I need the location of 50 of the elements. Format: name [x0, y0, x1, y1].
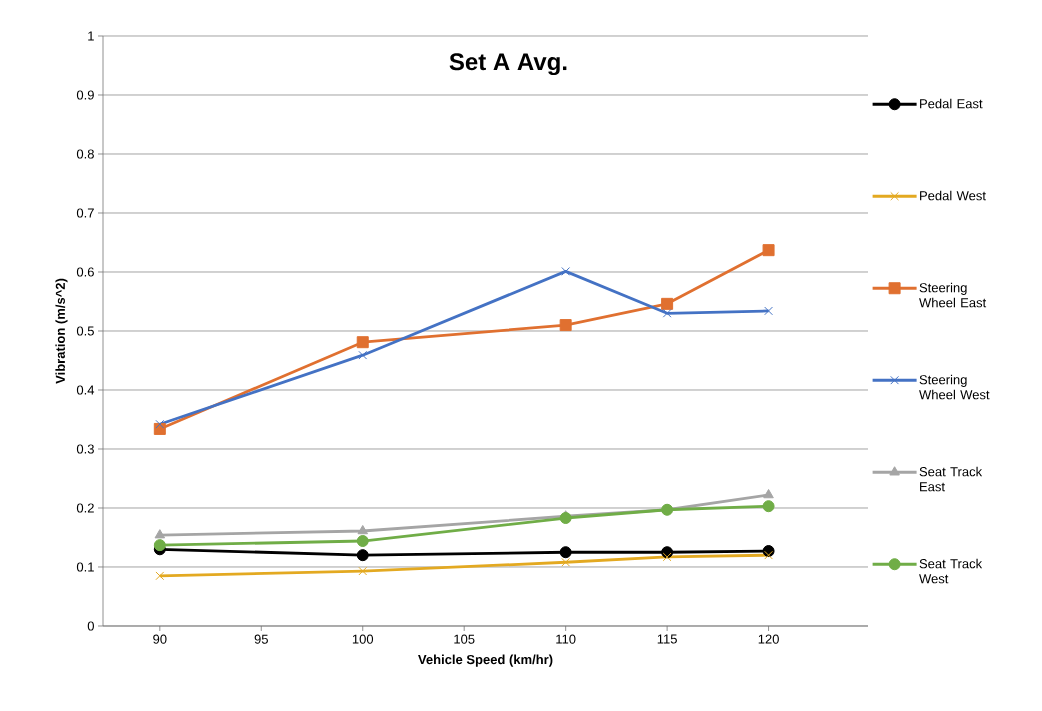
y-tick-label: 0.9 [76, 90, 94, 100]
legend-label: Pedal West [920, 190, 986, 201]
x-tick-label: 100 [352, 634, 374, 644]
y-tick-label: 0.1 [76, 562, 94, 572]
point [762, 500, 775, 513]
point [357, 525, 368, 535]
x-tick-label: 115 [657, 634, 677, 644]
point [662, 308, 672, 318]
x-tick-label: 120 [758, 634, 779, 644]
legend-label: Pedal East [920, 98, 983, 109]
x-tick-label: 90 [153, 634, 167, 644]
y-tick-label: 0.7 [76, 208, 94, 218]
y-axis-title: Vibration (m/s^2) [55, 278, 68, 384]
y-tick-label: 0.6 [76, 267, 94, 277]
point [154, 529, 166, 539]
point [155, 419, 165, 429]
point [155, 571, 165, 581]
point [153, 539, 166, 552]
point [764, 306, 773, 316]
point [356, 535, 369, 548]
point [662, 552, 672, 562]
x-axis-title: Vehicle Speed (km/hr) [418, 654, 553, 667]
point [764, 550, 773, 560]
y-tick-label: 1 [88, 31, 94, 41]
point [559, 546, 572, 559]
y-tick-label: 0.3 [76, 444, 94, 454]
point [356, 549, 369, 562]
x-tick-label: 110 [556, 634, 576, 644]
point [762, 244, 775, 257]
y-tick-label: 0 [87, 621, 94, 631]
legend-label: Steering Wheel West [919, 374, 990, 400]
text: Set A Avg. [449, 53, 567, 76]
point [559, 319, 572, 332]
point [763, 489, 774, 499]
legend-label: Seat Track East [919, 466, 983, 492]
point [559, 512, 572, 525]
y-tick-label: 0.4 [76, 385, 95, 395]
point [358, 350, 368, 360]
point [358, 566, 368, 576]
legend-label: Seat Track West [919, 558, 983, 584]
x-tick-label: 105 [454, 634, 475, 644]
x-tick-label: 95 [254, 634, 268, 644]
point [561, 557, 571, 567]
point [356, 336, 369, 349]
legend-label: Steering Wheel East [919, 282, 987, 308]
y-tick-label: 0.8 [76, 149, 94, 159]
y-tick-label: 0.5 [76, 326, 94, 336]
y-tick-label: 0.2 [76, 503, 94, 513]
point [661, 297, 674, 310]
point [561, 267, 571, 276]
